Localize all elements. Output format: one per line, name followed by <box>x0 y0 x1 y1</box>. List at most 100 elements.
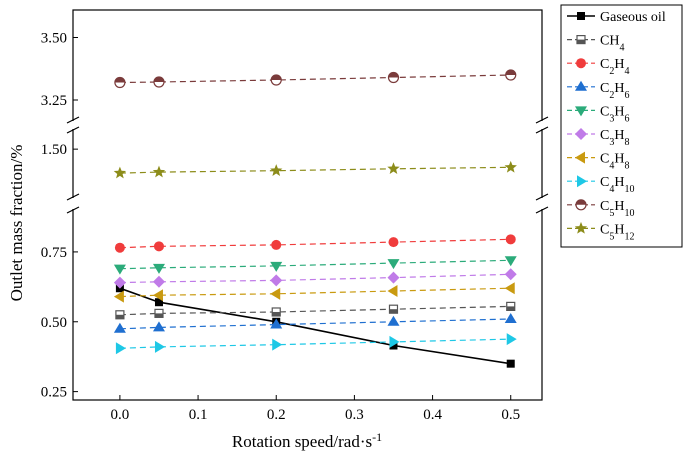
data-point <box>270 287 281 300</box>
data-point <box>115 342 126 355</box>
series-line <box>119 74 511 84</box>
legend-item: C4H10 <box>567 175 634 195</box>
series-line <box>119 287 511 365</box>
data-point <box>389 335 400 348</box>
data-point <box>505 69 517 81</box>
series-c5h12 <box>113 160 517 179</box>
legend-item: C4H8 <box>567 151 629 171</box>
legend-marker <box>574 221 588 234</box>
data-point <box>270 74 282 86</box>
data-point <box>113 166 127 179</box>
legend-label: C4H10 <box>600 175 634 195</box>
series-line <box>119 238 511 249</box>
plot-area: 0.0 0.1 0.2 0.3 0.4 0.5 0.25 0.50 0.75 1.50 3.25 3.… <box>41 9 549 423</box>
axis-break-mark <box>66 193 80 201</box>
data-point <box>154 308 164 318</box>
data-point <box>270 318 283 329</box>
data-point <box>504 268 517 281</box>
legend-label: C3H6 <box>600 104 629 124</box>
series-line <box>119 305 511 316</box>
y-tick-label: 3.25 <box>41 93 67 109</box>
x-tick-label: 0.5 <box>501 407 520 423</box>
legend-label: C2H6 <box>600 81 629 101</box>
series-c3h6 <box>113 256 517 275</box>
data-point <box>388 237 399 248</box>
x-tick-label: 0.3 <box>345 407 364 423</box>
x-axis-label: Rotation speed/rad·s-1 <box>232 430 382 451</box>
data-point <box>504 282 515 295</box>
data-point <box>152 165 166 178</box>
data-point <box>152 321 165 332</box>
axis-break-gap-0-left <box>70 198 76 209</box>
axis-break-mark <box>66 206 80 214</box>
series-c5h10 <box>114 69 517 89</box>
data-point <box>113 322 126 333</box>
data-point <box>113 290 124 303</box>
series-c3h8 <box>113 268 517 289</box>
y-tick-label: 1.50 <box>41 142 67 158</box>
data-point <box>388 304 399 314</box>
x-tick-label: 0.2 <box>267 407 286 423</box>
data-point <box>387 285 398 298</box>
legend-marker <box>576 34 586 45</box>
data-point <box>152 275 165 288</box>
legend-label: C5H12 <box>600 222 634 242</box>
x-tick-label: 0.4 <box>423 407 442 423</box>
legend-marker <box>577 175 587 188</box>
data-point <box>387 259 400 270</box>
series-line <box>119 166 511 174</box>
legend-item: C2H4 <box>567 57 629 77</box>
data-point <box>113 276 126 289</box>
legend-label: CH4 <box>600 34 624 54</box>
data-point <box>504 312 517 323</box>
series-line <box>119 287 511 298</box>
legend-marker <box>575 80 587 91</box>
data-point <box>387 71 400 84</box>
data-point <box>154 340 165 353</box>
plot-frame <box>72 9 543 401</box>
data-point <box>152 263 165 274</box>
legend-item: C3H6 <box>567 104 629 124</box>
legend: Gaseous oil CH4 C2H4 C2H6 C3H6 C3H8 C4H8 C4H10 C… <box>560 4 683 248</box>
data-point <box>506 359 515 368</box>
x-tick-label: 0.0 <box>111 407 130 423</box>
data-point <box>270 164 283 176</box>
axis-break-mark <box>535 126 549 134</box>
series-c4h8 <box>113 282 515 303</box>
data-point <box>153 241 164 252</box>
data-point <box>114 242 125 253</box>
y-tick-label: 3.50 <box>41 31 67 47</box>
legend-marker <box>575 151 585 164</box>
series-line <box>119 318 511 330</box>
legend-label: C5H10 <box>600 199 634 219</box>
data-point <box>506 333 517 346</box>
axis-break-gap-1-left <box>70 121 76 129</box>
y-tick-label: 0.75 <box>41 245 67 261</box>
data-point <box>504 160 517 173</box>
series-gaseous-oil <box>115 284 515 368</box>
legend-item: CH4 <box>567 34 624 54</box>
data-point <box>272 338 283 351</box>
data-point <box>389 341 398 350</box>
legend-item: C5H10 <box>567 199 634 219</box>
series-line <box>119 338 511 349</box>
legend-marker <box>575 199 587 211</box>
legend-marker <box>577 12 585 20</box>
y-tick-label: 0.50 <box>41 315 67 331</box>
data-point <box>271 239 282 250</box>
series-ch4 <box>115 301 516 320</box>
legend-marker <box>575 106 587 117</box>
data-point <box>114 76 126 89</box>
data-point <box>271 307 281 317</box>
legend-item: C3H8 <box>567 128 629 148</box>
legend-label: C3H8 <box>600 128 629 148</box>
legend-item: C5H12 <box>567 221 634 242</box>
legend-marker <box>576 58 586 69</box>
data-point <box>113 264 126 275</box>
data-point <box>270 274 283 287</box>
series-c2h4 <box>114 234 516 253</box>
data-point <box>505 234 516 245</box>
axis-break-mark <box>535 206 549 214</box>
x-tick-label: 0.1 <box>189 407 208 423</box>
data-point <box>154 298 163 307</box>
